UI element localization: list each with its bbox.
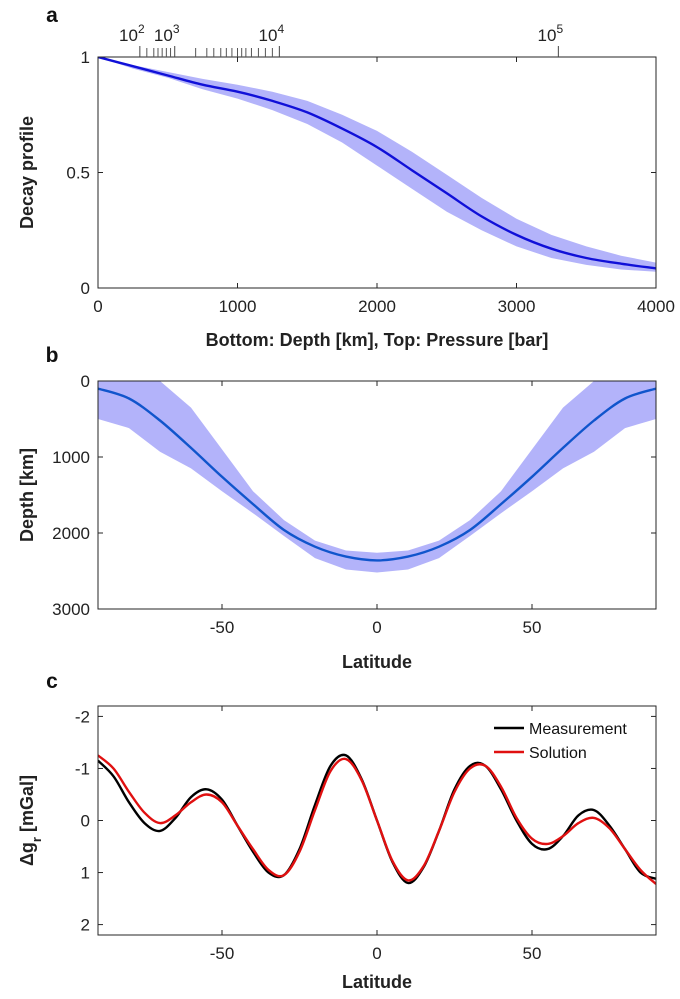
x-tick-label: 0 <box>372 618 381 637</box>
x-tick-label: 2000 <box>358 297 396 316</box>
x-tick-label: 3000 <box>498 297 536 316</box>
y-tick-label: 2 <box>81 916 90 935</box>
y-tick-label: 1 <box>81 48 90 67</box>
x-tick-label: -50 <box>210 618 235 637</box>
legend-label-solution: Solution <box>529 745 587 762</box>
y-tick-label: 0 <box>81 279 90 298</box>
plot-area-b <box>98 381 656 573</box>
y-tick-label: -2 <box>75 707 90 726</box>
y-tick-label: 0 <box>81 372 90 391</box>
y-axis-label: Depth [km] <box>17 448 37 542</box>
panel-letter: c <box>46 670 58 693</box>
y-tick-label: 1 <box>81 864 90 883</box>
x-axis-label: Latitude <box>342 652 412 672</box>
x-tick-label: 1000 <box>219 297 257 316</box>
series-line-a <box>98 57 656 270</box>
legend-label-measurement: Measurement <box>529 721 627 738</box>
x-axis-label: Latitude <box>342 972 412 992</box>
plot-area-c <box>98 753 656 885</box>
plot-area-a <box>98 57 656 272</box>
y-tick-label: 3000 <box>52 600 90 619</box>
x-tick-label: -50 <box>210 944 235 963</box>
x-tick-label: 50 <box>523 618 542 637</box>
panel-letter: a <box>46 4 58 27</box>
series-line-solution <box>98 754 656 885</box>
y-axis-label: Decay profile <box>17 116 37 229</box>
uncertainty-band-a <box>98 57 656 272</box>
x-tick-label: 0 <box>93 297 102 316</box>
y-tick-label: -1 <box>75 759 90 778</box>
x-tick-label: 50 <box>523 944 542 963</box>
y-axis-label: Δgr[mGal] <box>17 775 44 866</box>
legend: Measurement Solution <box>494 721 627 762</box>
top-tick-label: 102 <box>119 22 145 45</box>
x-tick-label: 4000 <box>637 297 675 316</box>
panel-letter: b <box>46 344 59 367</box>
panel-a: 0 1000 2000 3000 4000 0 0.5 1 a Bottom: Depth [km… <box>17 4 675 350</box>
y-tick-label: 1000 <box>52 448 90 467</box>
x-tick-label: 0 <box>372 944 381 963</box>
uncertainty-band-b <box>98 381 656 573</box>
panel-c: -50 0 50 -2 -1 0 1 2 c Latitude Δgr[mGal] Measureme… <box>17 670 657 992</box>
y-tick-label: 2000 <box>52 524 90 543</box>
top-tick-label: 105 <box>538 22 564 45</box>
top-tick-label: 103 <box>154 22 180 45</box>
y-tick-label: 0.5 <box>66 164 90 183</box>
series-line-b <box>98 387 656 562</box>
y-tick-label: 0 <box>81 812 90 831</box>
top-tick-label: 104 <box>259 22 285 45</box>
x-axis-label: Bottom: Depth [km], Top: Pressure [bar] <box>206 330 549 350</box>
